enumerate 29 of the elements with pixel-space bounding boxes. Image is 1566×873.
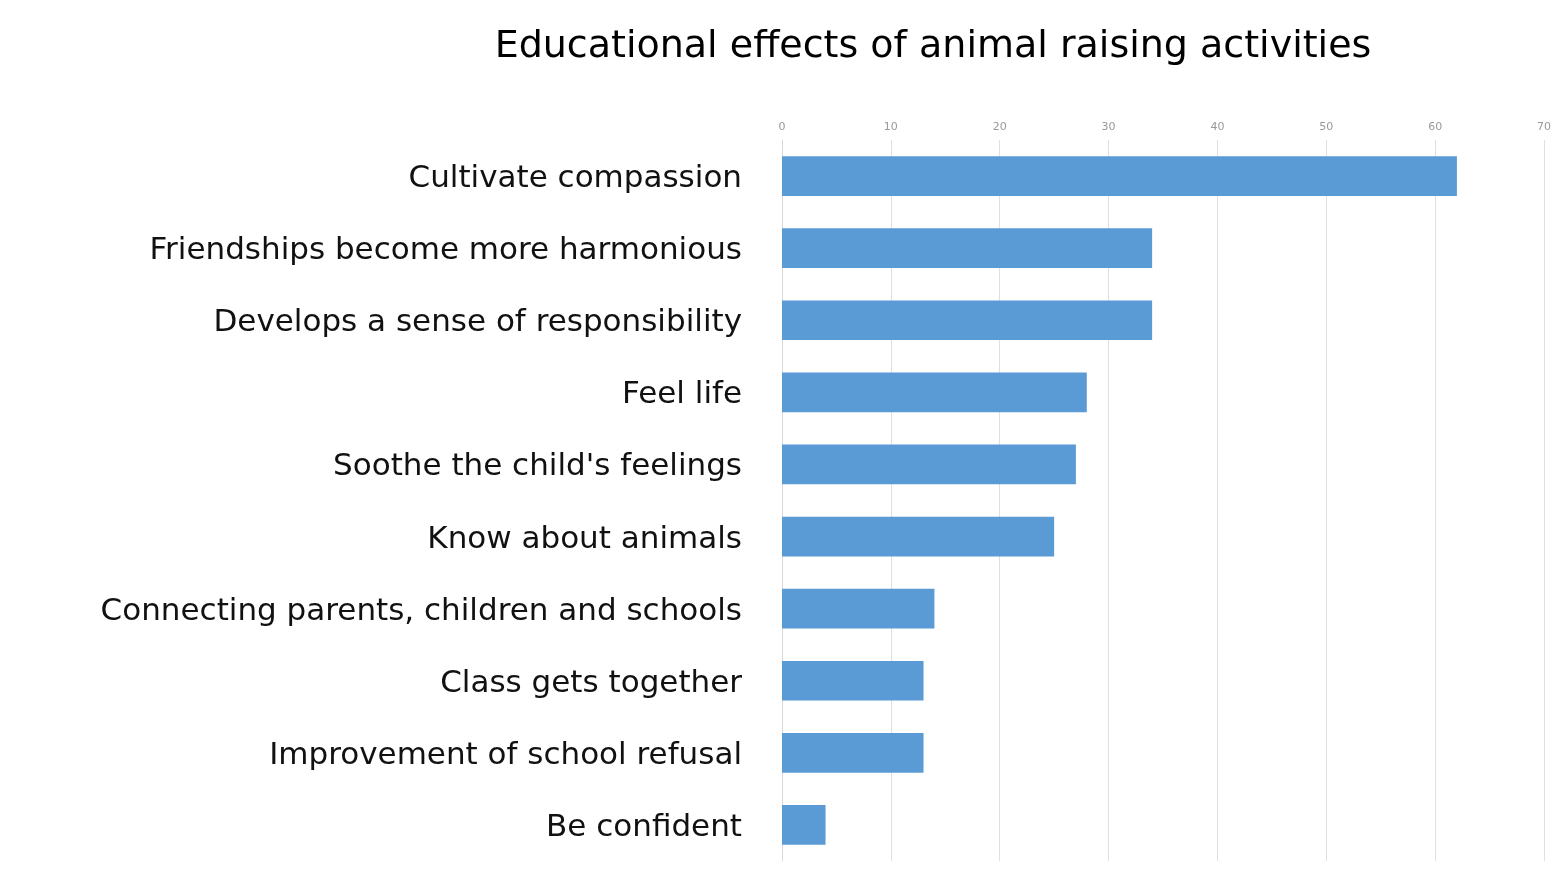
- bar: [782, 660, 924, 701]
- bar: [782, 733, 924, 773]
- bar: [782, 805, 826, 845]
- bar: [782, 300, 1153, 341]
- y-tick-label: Cultivate compassion: [408, 158, 742, 195]
- bar: [782, 372, 1087, 413]
- bar: [782, 444, 1076, 485]
- x-tick-label: 0: [778, 120, 786, 133]
- x-tick-label: 40: [1210, 120, 1225, 133]
- y-tick-label: Class gets together: [440, 662, 743, 699]
- x-tick-label: 60: [1428, 120, 1443, 133]
- y-tick-label: Connecting parents, children and schools: [100, 590, 742, 627]
- x-tick-label: 50: [1319, 120, 1334, 133]
- y-tick-label: Friendships become more harmonious: [149, 230, 742, 267]
- x-tick-label: 20: [992, 120, 1007, 133]
- bar: [782, 516, 1055, 557]
- bar: [782, 156, 1457, 196]
- y-tick-label: Soothe the child's feelings: [333, 446, 742, 483]
- y-tick-label: Know about animals: [427, 518, 742, 555]
- bar: [782, 588, 935, 629]
- bar: [782, 228, 1153, 268]
- x-tick-label: 10: [883, 120, 898, 133]
- y-tick-label: Be confident: [546, 806, 742, 843]
- y-tick-label: Improvement of school refusal: [269, 734, 742, 771]
- x-tick-label: 70: [1537, 120, 1551, 133]
- y-tick-label: Feel life: [622, 374, 742, 411]
- y-tick-label: Develops a sense of responsibility: [213, 302, 742, 339]
- x-tick-label: 30: [1101, 120, 1116, 133]
- chart-title: Educational effects of animal raising activities: [494, 22, 1372, 66]
